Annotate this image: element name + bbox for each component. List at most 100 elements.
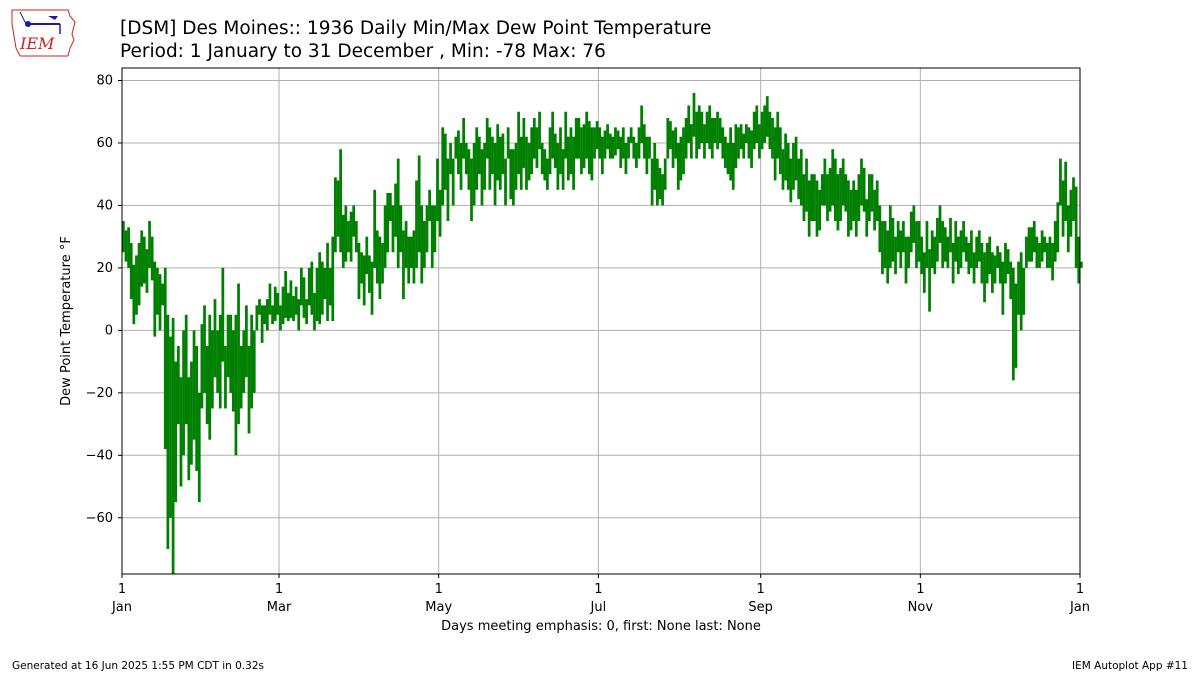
- day-range-bar: [519, 136, 523, 190]
- day-range-bar: [805, 158, 808, 212]
- day-range-bar: [436, 158, 439, 222]
- day-range-bar: [142, 236, 146, 284]
- y-tick-label: 20: [96, 261, 113, 276]
- day-range-bar: [734, 124, 738, 168]
- day-range-bar: [737, 127, 740, 159]
- day-range-bar: [187, 377, 191, 481]
- day-range-bar: [224, 345, 227, 409]
- day-range-bar: [985, 242, 989, 284]
- day-range-bar: [724, 136, 727, 168]
- day-range-bar: [475, 127, 479, 190]
- day-range-bar: [347, 221, 350, 253]
- day-range-bar: [611, 136, 615, 159]
- day-range-bar: [184, 314, 188, 425]
- day-range-bar: [813, 174, 816, 222]
- day-range-bar: [493, 142, 497, 206]
- day-range-bar: [394, 183, 397, 237]
- day-range-bar: [1022, 267, 1026, 315]
- day-range-bar: [477, 136, 481, 175]
- day-range-bar: [585, 111, 589, 159]
- day-range-bar: [1017, 261, 1020, 315]
- day-range-bar: [457, 130, 460, 175]
- y-tick-label: 0: [105, 323, 113, 338]
- day-range-bar: [580, 127, 583, 175]
- day-range-bar: [703, 124, 706, 159]
- day-range-bar: [210, 330, 214, 409]
- day-range-bar: [763, 105, 767, 143]
- day-range-bar: [402, 230, 405, 300]
- day-range-bar: [540, 142, 544, 175]
- day-range-bar: [674, 127, 678, 159]
- x-tick-month-label: Jul: [590, 600, 607, 615]
- day-range-bar: [331, 236, 335, 321]
- day-range-bar: [373, 189, 377, 268]
- x-tick-month-label: Nov: [908, 600, 934, 615]
- day-range-bar: [998, 252, 1002, 284]
- day-range-bar: [658, 167, 662, 200]
- day-range-bar: [318, 252, 322, 325]
- day-range-bar: [936, 217, 939, 262]
- day-range-bar: [970, 230, 973, 268]
- day-range-bar: [428, 189, 431, 222]
- day-range-bar: [750, 130, 753, 168]
- day-range-bar: [1006, 249, 1010, 275]
- x-tick-month-label: May: [425, 600, 452, 615]
- day-range-bar: [949, 217, 952, 253]
- day-range-bar: [888, 205, 892, 268]
- day-range-bar: [755, 105, 759, 143]
- day-range-bar: [229, 314, 233, 393]
- day-range-bar: [907, 236, 910, 268]
- day-range-bar: [1051, 242, 1054, 281]
- day-range-bar: [200, 324, 204, 409]
- day-range-bar: [802, 174, 806, 222]
- day-range-bar: [569, 127, 573, 175]
- day-range-bar: [857, 174, 861, 222]
- day-range-bar: [226, 314, 230, 378]
- day-range-bar: [697, 105, 701, 150]
- day-range-bar: [1019, 252, 1023, 331]
- day-range-bar: [522, 117, 526, 168]
- day-range-bar: [758, 124, 761, 159]
- day-range-bar: [485, 117, 489, 159]
- day-range-bar: [831, 149, 835, 206]
- day-range-bar: [603, 130, 607, 159]
- day-range-bar: [789, 158, 793, 203]
- day-range-bar: [718, 117, 722, 143]
- day-range-bar: [684, 117, 688, 159]
- day-range-bar: [593, 127, 596, 159]
- day-range-bar: [671, 130, 675, 168]
- day-range-bar: [556, 142, 560, 190]
- day-range-bar: [313, 292, 316, 331]
- day-range-bar: [216, 330, 219, 393]
- day-range-bar: [483, 142, 486, 190]
- day-range-bar: [1001, 261, 1005, 315]
- chart-title-block: [DSM] Des Moines:: 1936 Daily Min/Max De…: [120, 17, 711, 63]
- day-range-bar: [190, 361, 193, 465]
- day-range-bar: [794, 136, 798, 181]
- day-range-bar: [689, 124, 693, 159]
- day-range-bar: [852, 180, 856, 222]
- day-range-bar: [1061, 180, 1065, 237]
- day-range-bar: [391, 205, 395, 253]
- day-range-bar: [294, 286, 298, 315]
- day-range-bar: [679, 136, 683, 181]
- day-range-bar: [669, 121, 672, 150]
- day-range-bar: [425, 205, 429, 253]
- day-range-bar: [739, 124, 743, 150]
- day-range-bar: [404, 221, 408, 268]
- day-range-bar: [417, 155, 421, 253]
- day-range-bar: [381, 242, 384, 284]
- plot-frame: [121, 67, 1081, 575]
- day-range-bar: [627, 136, 630, 159]
- x-tick-day-label: 1: [757, 582, 765, 597]
- day-range-bar: [786, 142, 790, 190]
- day-range-bar: [525, 136, 528, 190]
- day-range-bar: [163, 267, 167, 450]
- day-range-bar: [922, 252, 926, 293]
- day-range-bar: [768, 111, 772, 150]
- day-range-bar: [179, 377, 183, 487]
- day-range-bar: [771, 117, 774, 159]
- day-range-bar: [682, 127, 685, 175]
- day-range-bar: [218, 314, 222, 409]
- day-range-bar: [875, 180, 879, 222]
